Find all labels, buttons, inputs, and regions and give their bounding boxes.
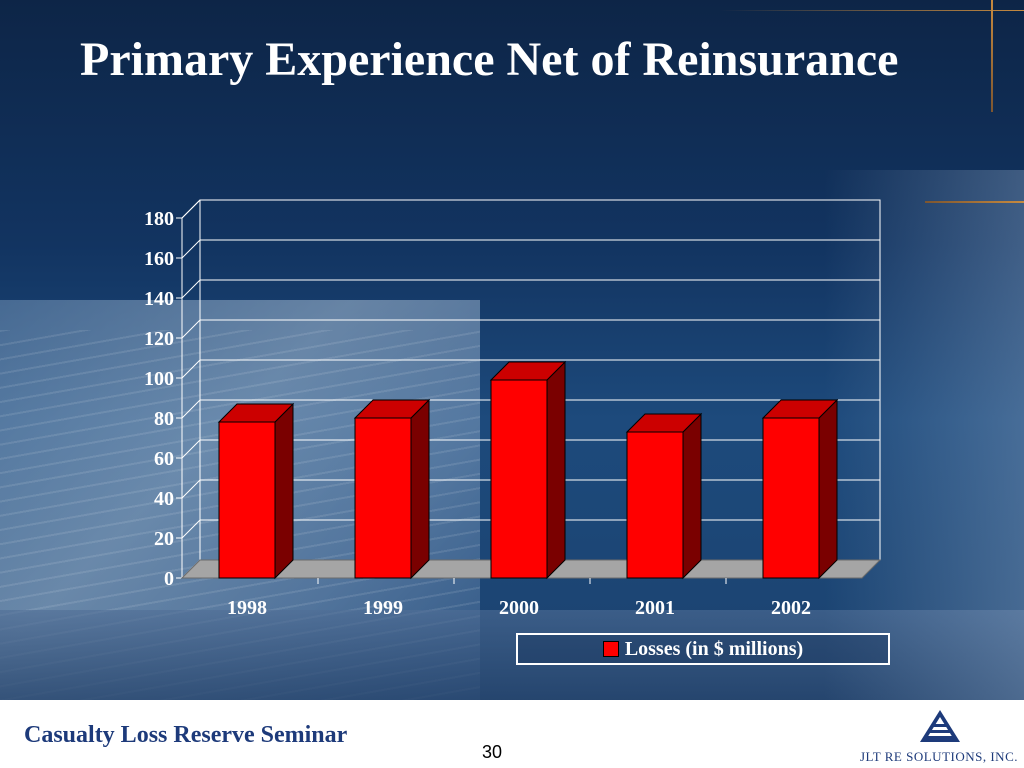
x-tick-label: 2001	[635, 597, 675, 619]
y-tick-label: 0	[164, 568, 174, 590]
gridline-side	[181, 319, 201, 339]
bar-side	[410, 398, 430, 580]
gridline-side	[181, 479, 201, 499]
y-tick-label: 40	[154, 488, 174, 510]
bar	[762, 417, 820, 579]
y-tick-label: 80	[154, 408, 174, 430]
y-tick-label: 140	[144, 288, 174, 310]
x-tick-label: 2002	[771, 597, 811, 619]
legend-label: Losses (in $ millions)	[624, 637, 804, 660]
footer: Casualty Loss Reserve Seminar 30 JLT RE …	[0, 700, 1024, 768]
gridline-side	[181, 359, 201, 379]
gridline-side	[181, 399, 201, 419]
gridline-side	[181, 439, 201, 459]
bar-side	[818, 398, 838, 580]
accent-line-horizontal	[925, 201, 1024, 203]
y-tick-label: 60	[154, 448, 174, 470]
seminar-title: Casualty Loss Reserve Seminar	[24, 722, 348, 748]
background-band	[0, 610, 1024, 700]
legend-swatch	[602, 641, 619, 657]
gridline-side	[181, 239, 201, 259]
x-tick-label: 1998	[227, 597, 267, 619]
slide-background: Primary Experience Net of Reinsurance 0 2…	[0, 0, 1024, 700]
x-tick-label: 1999	[363, 597, 403, 619]
accent-line-vertical	[991, 0, 993, 112]
bar-side	[546, 360, 566, 580]
bar	[490, 379, 548, 579]
gridline-side	[181, 279, 201, 299]
y-tick-label: 20	[154, 528, 174, 550]
y-tick-label: 180	[144, 208, 174, 230]
y-axis-top	[181, 199, 201, 219]
gridline-side	[181, 519, 201, 539]
bar-chart: 0 20 40 60 80 100 120 140 160 180 1998 1999 2000 2001…	[144, 199, 882, 619]
bar	[218, 421, 276, 579]
y-tick-label: 100	[144, 368, 174, 390]
slide-title: Primary Experience Net of Reinsurance	[80, 33, 899, 86]
background-glow	[824, 170, 1024, 700]
bar-side	[274, 402, 294, 580]
bar	[354, 417, 412, 579]
page-number: 30	[482, 742, 503, 762]
y-tick-label: 160	[144, 248, 174, 270]
x-tick-label: 2000	[499, 597, 539, 619]
jlt-triangle-logo-icon	[920, 710, 960, 742]
y-tick-label: 120	[144, 328, 174, 350]
bar-side	[682, 412, 702, 580]
bar	[626, 431, 684, 579]
company-name: JLT RE SOLUTIONS, INC.	[860, 749, 1018, 764]
accent-line-top	[720, 10, 1024, 11]
chart-legend: Losses (in $ millions)	[516, 633, 890, 665]
